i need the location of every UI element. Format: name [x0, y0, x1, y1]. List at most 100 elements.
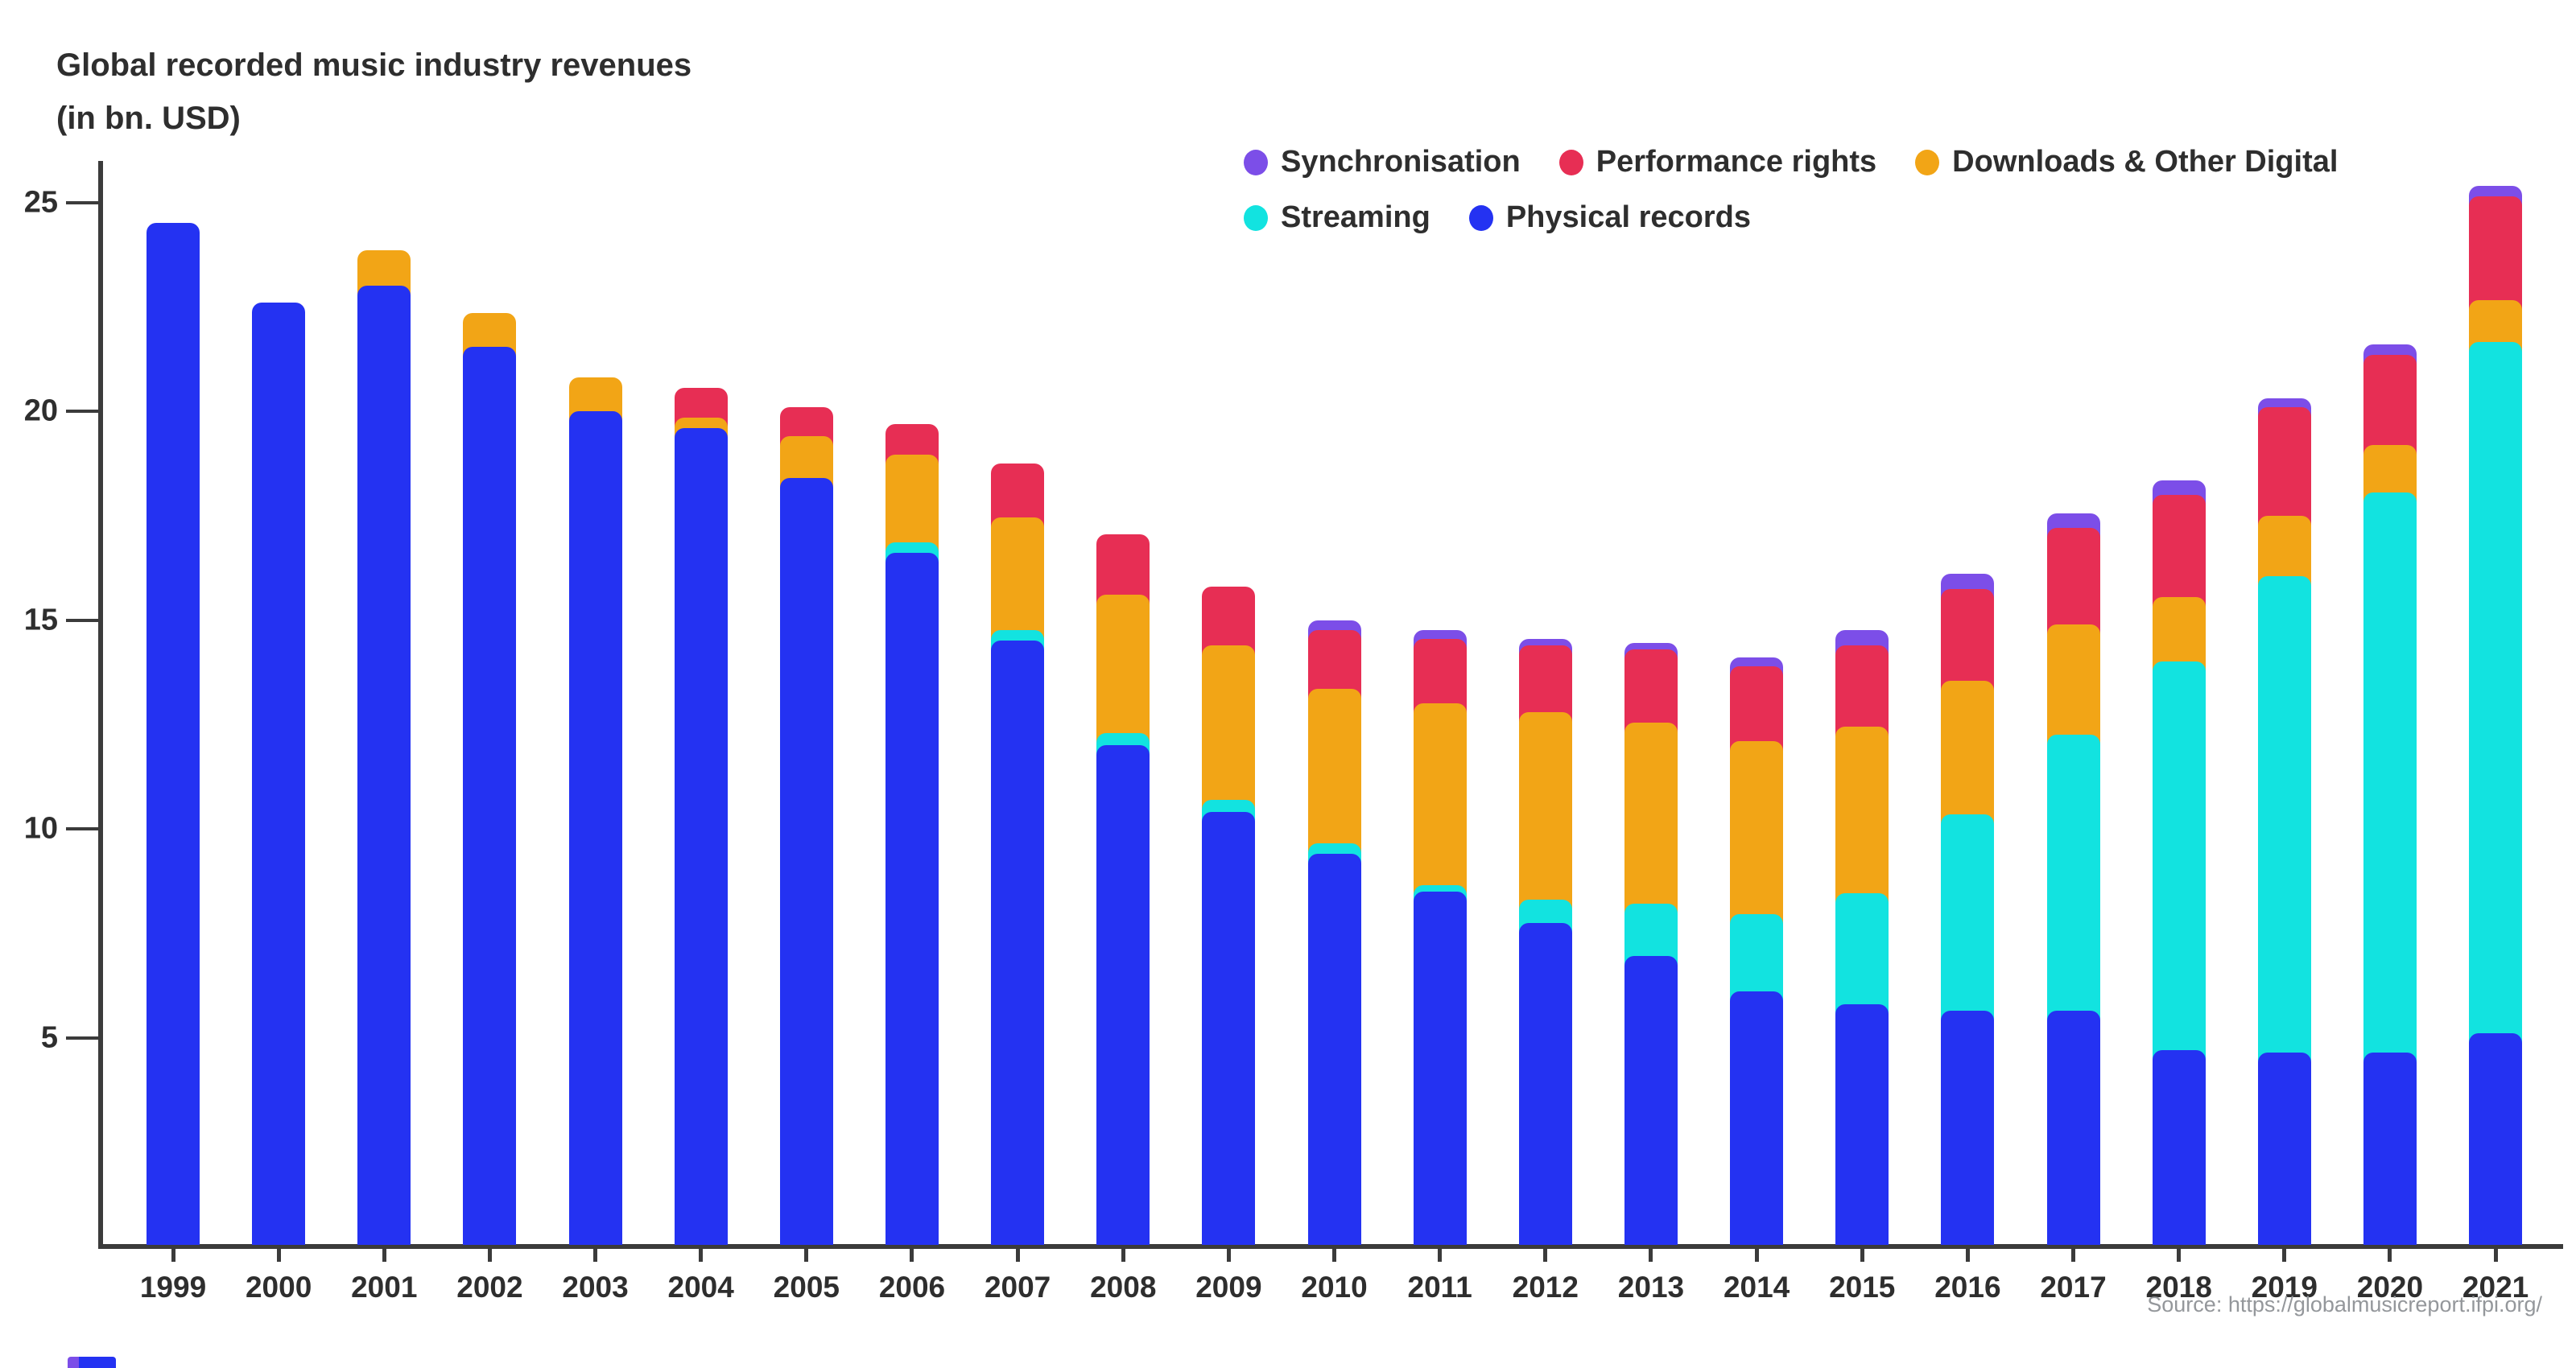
legend-row-2: Streaming Physical records: [1244, 200, 2338, 235]
legend-row-1: Synchronisation Performance rights Downloa…: [1244, 145, 2338, 179]
bar-2011-physical-records[interactable]: [1413, 891, 1467, 1245]
x-tick: [804, 1249, 809, 1262]
x-tick: [487, 1249, 492, 1262]
legend-label: Streaming: [1281, 200, 1430, 234]
x-tick: [1226, 1249, 1231, 1262]
legend-item-streaming[interactable]: Streaming: [1244, 200, 1430, 235]
x-tick-label-2002: 2002: [456, 1271, 523, 1304]
x-tick-label-2006: 2006: [878, 1271, 946, 1304]
x-tick-label-1999: 1999: [139, 1271, 207, 1304]
x-tick-label-2010: 2010: [1301, 1271, 1368, 1304]
x-tick: [1754, 1249, 1759, 1262]
chart-title: Global recorded music industry revenues (…: [56, 39, 691, 145]
x-tick-label-2013: 2013: [1617, 1271, 1685, 1304]
bar-2020-physical-records[interactable]: [2363, 1052, 2417, 1245]
bar-2018-physical-records[interactable]: [2152, 1050, 2206, 1245]
bar-2013-physical-records[interactable]: [1624, 956, 1678, 1245]
y-axis-line: [98, 161, 103, 1249]
x-tick-label-2017: 2017: [2040, 1271, 2107, 1304]
legend-color-dot: [1244, 204, 1268, 231]
chart-title-line1: Global recorded music industry revenues: [56, 47, 692, 83]
y-tick-label: 10: [23, 811, 58, 846]
bar-2007-physical-records[interactable]: [991, 641, 1045, 1245]
x-tick: [1332, 1249, 1337, 1262]
y-tick: [66, 1036, 98, 1040]
x-tick: [276, 1249, 281, 1262]
legend-color-dot: [1558, 149, 1583, 175]
y-tick: [66, 200, 98, 204]
bar-1999-physical-records[interactable]: [147, 223, 200, 1245]
legend-item-performance-rights[interactable]: Performance rights: [1558, 145, 1877, 179]
legend-item-physical-records[interactable]: Physical records: [1468, 200, 1751, 235]
bar-2016-physical-records[interactable]: [1941, 1010, 1995, 1245]
bar-2010-physical-records[interactable]: [1307, 854, 1361, 1245]
x-tick: [2282, 1249, 2287, 1262]
x-tick-label-2020: 2020: [2356, 1271, 2424, 1304]
legend-color-dot: [1468, 204, 1493, 231]
y-tick: [66, 410, 98, 413]
x-tick: [382, 1249, 386, 1262]
y-tick-label: 5: [40, 1020, 58, 1054]
x-tick: [593, 1249, 598, 1262]
y-tick: [66, 618, 98, 622]
source-link[interactable]: Source: https://globalmusicreport.ifpi.o…: [2147, 1292, 2542, 1316]
x-tick-label-2019: 2019: [2251, 1271, 2318, 1304]
bar-2019-physical-records[interactable]: [2257, 1052, 2311, 1245]
chart-title-line2: (in bn. USD): [56, 101, 241, 136]
y-tick: [66, 827, 98, 830]
bar-2005-physical-records[interactable]: [779, 478, 833, 1245]
bar-2004-physical-records[interactable]: [674, 427, 728, 1245]
legend-label: Performance rights: [1596, 145, 1877, 179]
x-tick-label-2018: 2018: [2145, 1271, 2212, 1304]
x-tick: [2388, 1249, 2392, 1262]
page-embed-chip: [68, 1357, 116, 1368]
bar-2002-physical-records[interactable]: [463, 346, 517, 1245]
x-tick: [1015, 1249, 1020, 1262]
bar-2006-physical-records[interactable]: [885, 553, 939, 1245]
x-tick-label-2008: 2008: [1090, 1271, 1157, 1304]
legend-color-dot: [1915, 149, 1940, 175]
bar-2000-physical-records[interactable]: [252, 303, 306, 1245]
bar-2017-physical-records[interactable]: [2046, 1010, 2100, 1245]
x-tick-label-2009: 2009: [1195, 1271, 1262, 1304]
bar-2014-physical-records[interactable]: [1730, 991, 1784, 1245]
x-tick: [1649, 1249, 1653, 1262]
bar-2009-physical-records[interactable]: [1202, 812, 1256, 1245]
x-tick-label-2021: 2021: [2462, 1271, 2529, 1304]
bar-2021-physical-records[interactable]: [2469, 1033, 2523, 1245]
legend: Synchronisation Performance rights Downloa…: [1244, 145, 2338, 235]
x-axis-line: [98, 1244, 2563, 1249]
x-tick-label-2001: 2001: [351, 1271, 418, 1304]
bar-2012-physical-records[interactable]: [1518, 922, 1572, 1245]
bar-2008-physical-records[interactable]: [1096, 745, 1150, 1245]
chip-blue-block: [79, 1357, 116, 1368]
x-tick: [699, 1249, 704, 1262]
legend-label: Physical records: [1505, 200, 1751, 234]
x-tick: [1860, 1249, 1864, 1262]
x-tick: [1543, 1249, 1548, 1262]
x-tick: [1965, 1249, 1970, 1262]
x-tick-label-2000: 2000: [245, 1271, 312, 1304]
legend-item-synchronisation[interactable]: Synchronisation: [1244, 145, 1521, 179]
y-tick-label: 15: [23, 603, 58, 637]
x-tick-label-2016: 2016: [1934, 1271, 2001, 1304]
x-tick: [1121, 1249, 1125, 1262]
x-tick: [2071, 1249, 2076, 1262]
bar-2015-physical-records[interactable]: [1835, 1003, 1889, 1245]
chip-purple-block: [68, 1357, 79, 1368]
x-tick-label-2004: 2004: [667, 1271, 734, 1304]
legend-label: Downloads & Other Digital: [1952, 145, 2339, 179]
bar-2001-physical-records[interactable]: [357, 286, 411, 1245]
bar-2003-physical-records[interactable]: [568, 411, 622, 1245]
y-tick-label: 20: [23, 394, 58, 428]
y-tick-label: 25: [23, 185, 58, 219]
x-tick-label-2015: 2015: [1829, 1271, 1896, 1304]
x-tick-label-2005: 2005: [773, 1271, 840, 1304]
legend-item-downloads-other-digital[interactable]: Downloads & Other Digital: [1915, 145, 2338, 179]
x-tick-label-2011: 2011: [1407, 1271, 1472, 1304]
x-tick: [1438, 1249, 1443, 1262]
legend-label: Synchronisation: [1281, 145, 1521, 179]
x-tick: [2493, 1249, 2498, 1262]
x-tick: [171, 1249, 175, 1262]
